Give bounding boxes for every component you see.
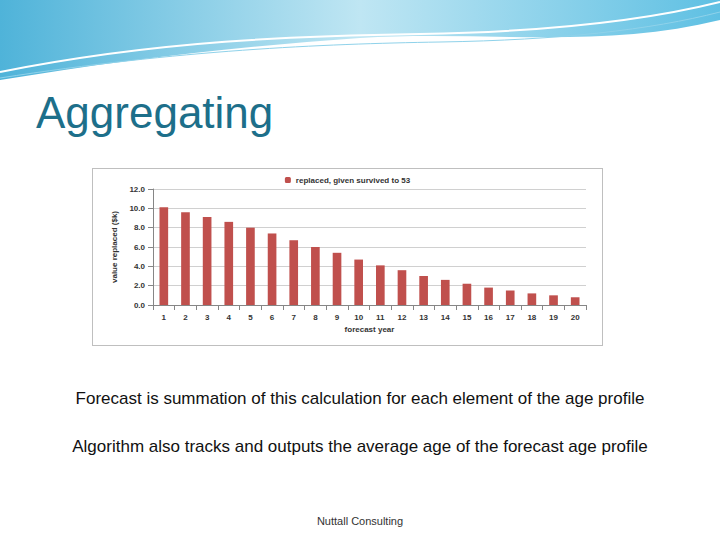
svg-text:5: 5 — [248, 313, 253, 322]
svg-text:10.0: 10.0 — [129, 204, 145, 213]
html-text:Algorithm also tracks and outp: Algorithm also tracks and outputs the av… — [72, 437, 648, 456]
svg-text:7: 7 — [291, 313, 296, 322]
svg-text:13: 13 — [419, 313, 428, 322]
svg-text:12.0: 12.0 — [129, 185, 145, 194]
svg-text:2: 2 — [183, 313, 188, 322]
svg-text:12: 12 — [398, 313, 407, 322]
svg-text:16: 16 — [484, 313, 493, 322]
svg-text:10: 10 — [354, 313, 363, 322]
svg-text:2.0: 2.0 — [134, 281, 146, 290]
html-text:Aggregating: Aggregating — [36, 88, 274, 137]
svg-text:19: 19 — [549, 313, 558, 322]
svg-text:8: 8 — [313, 313, 318, 322]
svg-text:forecast year: forecast year — [345, 325, 395, 334]
html-text:Nuttall Consulting: Nuttall Consulting — [316, 515, 404, 527]
svg-text:value replaced ($k): value replaced ($k) — [110, 211, 119, 283]
svg-text:14: 14 — [441, 313, 450, 322]
svg-text:9: 9 — [335, 313, 340, 322]
svg-text:20: 20 — [571, 313, 580, 322]
svg-text:11: 11 — [376, 313, 385, 322]
svg-text:3: 3 — [205, 313, 210, 322]
svg-text:0.0: 0.0 — [134, 301, 146, 310]
svg-text:4.0: 4.0 — [134, 262, 146, 271]
svg-text:4: 4 — [227, 313, 232, 322]
svg-text:15: 15 — [462, 313, 471, 322]
html-text:Forecast is summation of this: Forecast is summation of this calculatio… — [75, 389, 645, 408]
svg-text:6: 6 — [270, 313, 275, 322]
svg-text:1: 1 — [162, 313, 167, 322]
svg-text:8.0: 8.0 — [134, 223, 146, 232]
svg-text:18: 18 — [527, 313, 536, 322]
svg-text:6.0: 6.0 — [134, 243, 146, 252]
svg-text:17: 17 — [506, 313, 515, 322]
svg-text:replaced, given survived to 53: replaced, given survived to 53 — [296, 176, 411, 185]
